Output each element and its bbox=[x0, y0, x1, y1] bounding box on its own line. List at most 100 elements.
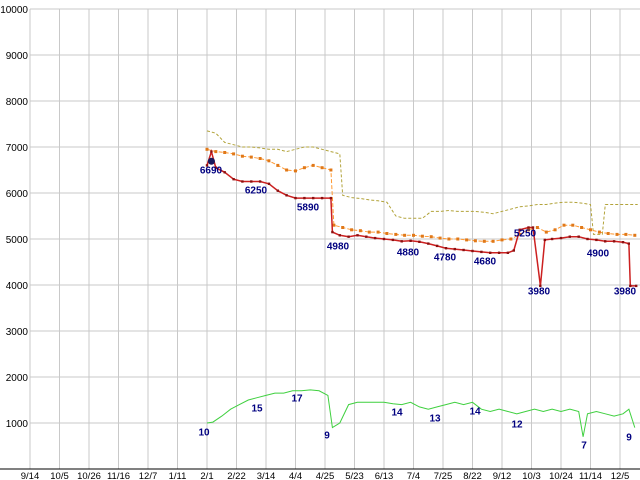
series-min-price-marker bbox=[577, 235, 580, 238]
series-min-price-marker bbox=[612, 240, 616, 243]
series-min-price-marker bbox=[391, 238, 395, 242]
y-axis-label: 2000 bbox=[6, 373, 29, 384]
series-min-price-marker bbox=[604, 240, 607, 243]
x-axis-label: 12/5 bbox=[611, 471, 630, 480]
series-avg-price-marker bbox=[376, 230, 380, 234]
series-min-price-marker bbox=[595, 238, 598, 242]
y-axis-label: 7000 bbox=[6, 143, 29, 154]
x-axis-label: 10/24 bbox=[549, 471, 573, 480]
series-avg-price-marker bbox=[447, 237, 451, 241]
series-min-price-marker bbox=[250, 180, 253, 183]
series-avg-price-marker bbox=[597, 230, 601, 234]
series-avg-price-marker bbox=[553, 228, 557, 232]
series-min-price-marker bbox=[373, 236, 377, 240]
series-avg-price-marker bbox=[456, 237, 460, 241]
x-axis-label: 5/23 bbox=[345, 471, 364, 480]
series-min-price-marker bbox=[205, 164, 209, 167]
series-min-price-marker bbox=[214, 166, 218, 169]
series-min-price-marker bbox=[480, 250, 483, 254]
data-label: 4980 bbox=[327, 242, 350, 253]
data-label: 4680 bbox=[474, 257, 497, 268]
series-avg-price-marker bbox=[258, 157, 262, 160]
series-avg-price-marker bbox=[535, 226, 539, 229]
series-avg-price-marker bbox=[615, 232, 619, 236]
series-avg-price-marker bbox=[311, 163, 315, 167]
x-axis-label: 3/14 bbox=[257, 471, 276, 480]
series-min-price-marker bbox=[223, 171, 226, 174]
series-avg-price-marker bbox=[571, 223, 575, 227]
series-avg-price-marker bbox=[589, 228, 592, 232]
series-avg-price-marker bbox=[500, 238, 504, 242]
series-avg-price-marker bbox=[544, 230, 548, 234]
y-axis-label: 3000 bbox=[6, 327, 29, 338]
data-label: 17 bbox=[291, 394, 303, 405]
data-label: 9 bbox=[324, 431, 330, 442]
series-min-price-marker bbox=[621, 241, 625, 244]
series-shop-count-line bbox=[206, 389, 636, 437]
series-min-price-marker bbox=[531, 226, 535, 229]
series-avg-price-marker bbox=[294, 169, 297, 173]
series-min-price-marker bbox=[462, 248, 465, 252]
series-min-price-marker bbox=[527, 226, 530, 229]
x-axis-label: 10/5 bbox=[50, 471, 69, 480]
series-min-price-marker bbox=[365, 235, 368, 238]
y-axis-label: 9000 bbox=[6, 51, 29, 62]
series-min-price-marker bbox=[550, 237, 554, 241]
series-min-price-marker bbox=[400, 240, 403, 243]
x-axis-label: 10/3 bbox=[522, 471, 541, 480]
x-axis-label: 4/4 bbox=[289, 471, 302, 480]
data-label: 3980 bbox=[614, 287, 637, 298]
y-axis-label: 4000 bbox=[6, 281, 29, 292]
x-axis-label: 9/12 bbox=[493, 471, 512, 480]
series-avg-price-marker bbox=[438, 236, 442, 240]
series-min-price-marker bbox=[489, 251, 492, 254]
series-min-price-marker bbox=[285, 194, 288, 197]
y-axis-label: 6000 bbox=[6, 189, 29, 200]
y-axis-label: 10000 bbox=[0, 5, 28, 16]
series-avg-price-marker bbox=[509, 237, 513, 241]
series-avg-price-marker bbox=[518, 232, 522, 236]
series-max-price-line bbox=[206, 130, 638, 235]
series-min-price-marker bbox=[382, 237, 386, 241]
x-axis-label: 9/14 bbox=[21, 471, 40, 480]
series-min-price-marker bbox=[258, 180, 262, 183]
series-min-price-marker bbox=[471, 249, 474, 253]
series-min-price-marker bbox=[347, 235, 350, 238]
data-label: 4880 bbox=[397, 248, 420, 259]
data-label: 15 bbox=[251, 404, 263, 415]
series-min-price-marker bbox=[559, 236, 563, 240]
series-min-price-marker bbox=[427, 242, 430, 245]
series-avg-price-marker bbox=[350, 228, 354, 232]
series-min-price-marker bbox=[241, 180, 244, 183]
series-avg-price-marker bbox=[358, 229, 362, 233]
series-avg-price-marker bbox=[214, 150, 218, 154]
x-axis-label: 1/11 bbox=[169, 471, 187, 480]
series-min-price-marker bbox=[267, 182, 271, 185]
x-axis-label: 7/25 bbox=[434, 471, 453, 480]
series-avg-price-marker bbox=[329, 168, 333, 172]
series-min-price-marker bbox=[539, 284, 542, 288]
series-min-price-marker bbox=[568, 235, 571, 238]
series-min-price-marker bbox=[232, 178, 235, 181]
series-start-dot bbox=[207, 157, 215, 165]
series-avg-price-marker bbox=[482, 239, 486, 243]
series-avg-price-marker bbox=[412, 233, 415, 237]
series-min-price-marker bbox=[356, 234, 359, 237]
data-label: 14 bbox=[469, 407, 481, 418]
x-axis-label: 2/1 bbox=[200, 471, 213, 480]
data-label: 10 bbox=[198, 428, 210, 439]
data-label: 5890 bbox=[297, 203, 320, 214]
data-label: 6250 bbox=[245, 186, 268, 197]
series-avg-price-marker bbox=[633, 233, 637, 237]
x-axis-label: 11/14 bbox=[579, 471, 602, 480]
series-min-price-marker bbox=[543, 238, 546, 242]
y-axis-label: 8000 bbox=[6, 97, 29, 108]
data-label: 3980 bbox=[528, 287, 551, 298]
series-min-price-marker bbox=[512, 249, 515, 252]
series-avg-price-marker bbox=[624, 232, 628, 236]
series-min-price-line bbox=[206, 148, 637, 287]
series-min-price-marker bbox=[338, 234, 341, 237]
data-label: 14 bbox=[391, 408, 403, 419]
series-avg-price-marker bbox=[420, 234, 424, 238]
